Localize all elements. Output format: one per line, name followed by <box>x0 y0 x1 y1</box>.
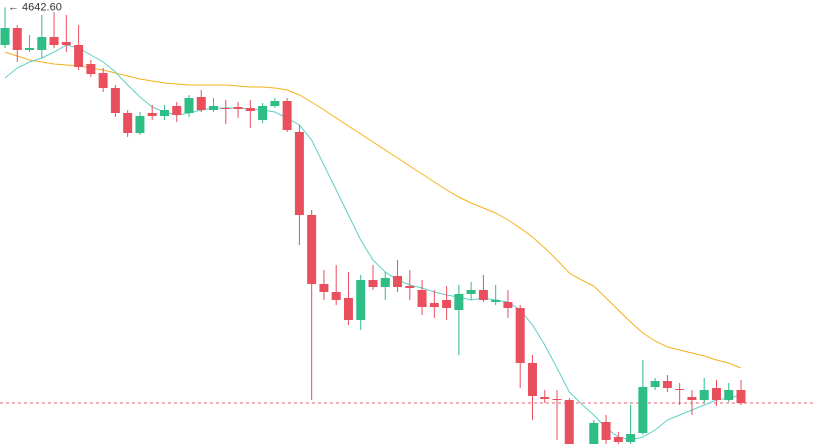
candle-body <box>110 88 120 113</box>
candle-body <box>662 381 672 388</box>
candle-body <box>699 390 709 400</box>
candle-body <box>172 106 182 115</box>
candle-body <box>343 298 353 320</box>
candle-body <box>589 423 599 444</box>
candle-body <box>442 300 452 308</box>
candle-body <box>221 108 231 109</box>
candle-body <box>12 28 22 50</box>
candle-body <box>650 381 660 387</box>
candle-body <box>478 290 488 300</box>
candle-body <box>159 110 169 116</box>
candle-body <box>380 278 390 287</box>
moving-average-line <box>4 51 742 369</box>
candle-body <box>356 280 366 320</box>
candle-body <box>123 113 133 133</box>
candle-body <box>209 106 219 110</box>
candle-body <box>724 390 734 400</box>
candle-body <box>675 389 685 390</box>
candle-body <box>527 363 537 396</box>
candle-body <box>417 290 427 307</box>
candle-body <box>626 434 636 442</box>
candle-body <box>61 42 71 45</box>
candle-body <box>294 132 304 215</box>
max-price-label: ← 4642.60 <box>8 1 62 13</box>
candle-body <box>429 303 439 307</box>
candle-body <box>258 106 268 120</box>
candle-body <box>270 101 280 106</box>
candle-body <box>233 107 243 109</box>
candle-body <box>638 387 648 433</box>
candle-body <box>245 108 255 111</box>
candle-body <box>37 37 47 50</box>
candle-body <box>466 290 476 294</box>
candle-body <box>0 28 10 45</box>
candle-body <box>135 116 145 133</box>
candle-body <box>319 284 329 292</box>
candle-body <box>552 399 562 400</box>
candle-body <box>282 101 292 130</box>
candle-body <box>711 388 721 400</box>
candle-body <box>687 397 697 400</box>
candle-body <box>368 280 378 287</box>
candle-body <box>49 37 59 45</box>
candle-body <box>307 215 317 284</box>
candle-body <box>147 113 157 116</box>
candle-body <box>196 97 206 110</box>
candle-body <box>503 302 513 308</box>
candle-body <box>25 48 35 50</box>
candle-body <box>491 300 501 302</box>
candle-body <box>540 397 550 399</box>
candle-body <box>601 422 611 440</box>
candle-body <box>184 98 194 113</box>
candle-body <box>736 390 746 403</box>
candle-body <box>405 286 415 288</box>
candle-body <box>454 294 464 310</box>
candle-body <box>613 437 623 442</box>
candle-body <box>98 73 108 88</box>
candle-body <box>393 276 403 287</box>
candle-body <box>74 45 84 67</box>
candle-body <box>86 64 96 74</box>
candle-body <box>331 292 341 300</box>
candle-body <box>515 308 525 363</box>
candle-body <box>564 400 574 444</box>
